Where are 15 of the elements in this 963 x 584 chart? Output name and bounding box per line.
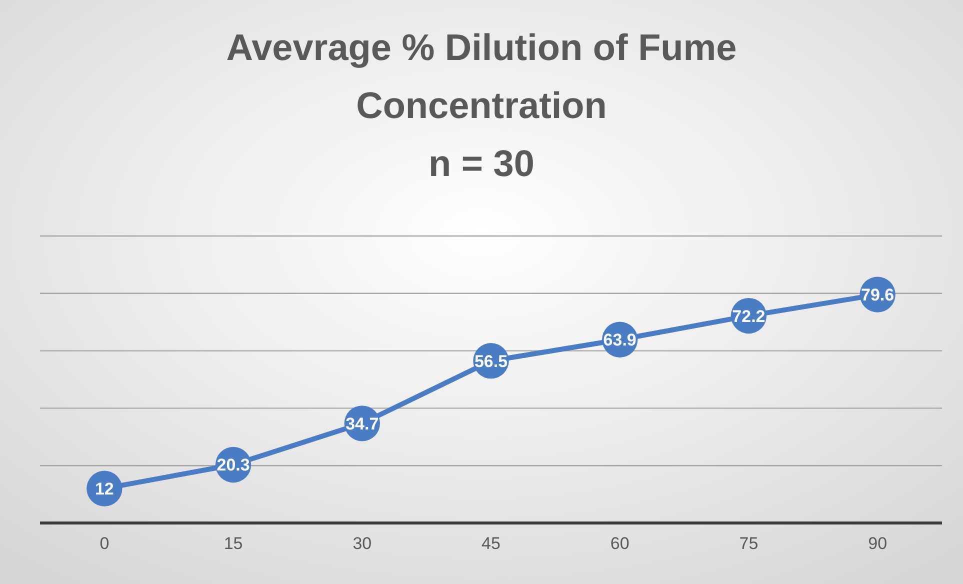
x-tick-label: 30 [352, 534, 372, 554]
x-tick-label: 45 [482, 534, 500, 554]
data-label: 20.3 [216, 456, 250, 475]
x-tick-label: 15 [224, 534, 243, 554]
x-tick-label: 90 [868, 534, 888, 554]
chart-subtitle: n = 30 [428, 143, 534, 184]
data-label: 56.5 [474, 352, 508, 371]
x-tick-label: 0 [100, 534, 110, 554]
data-label: 79.6 [861, 286, 894, 305]
data-label: 34.7 [346, 414, 379, 434]
data-label: 63.9 [603, 330, 636, 350]
data-label: 72.2 [732, 306, 766, 326]
x-tick-label: 75 [739, 534, 758, 554]
x-tick-label: 60 [610, 534, 630, 554]
data-label: 12 [94, 480, 114, 499]
